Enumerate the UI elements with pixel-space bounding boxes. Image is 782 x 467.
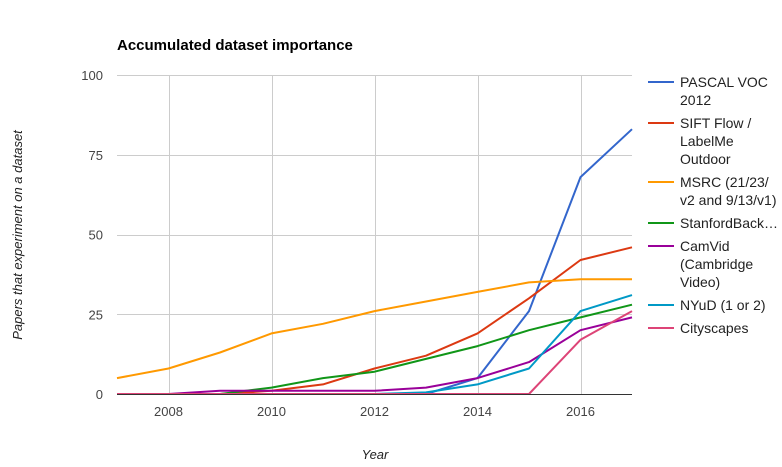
x-axis-title: Year (362, 447, 389, 462)
series-line (117, 128, 633, 395)
legend-label: Outdoor (680, 151, 731, 167)
x-tick-label: 2016 (566, 404, 595, 419)
y-axis-title: Papers that experiment on a dataset (10, 129, 25, 340)
legend-label: (Cambridge (680, 256, 753, 272)
x-tick-label: 2014 (463, 404, 492, 419)
legend-label: NYuD (1 or 2) (680, 297, 766, 313)
x-tick-label: 2010 (257, 404, 286, 419)
legend-label: LabelMe (680, 133, 734, 149)
x-tick-labels: 2008 2010 2012 2014 2016 (154, 404, 595, 419)
y-tick-labels: 0 25 50 75 100 (81, 68, 103, 402)
y-tick-label: 100 (81, 68, 103, 83)
x-tick-label: 2012 (360, 404, 389, 419)
chart-title: Accumulated dataset importance (117, 37, 353, 54)
series-lines (116, 128, 633, 395)
y-tick-label: 25 (89, 307, 103, 322)
y-tick-label: 50 (89, 228, 103, 243)
y-tick-label: 75 (89, 148, 103, 163)
legend-label: v2 and 9/13/v1) (680, 192, 777, 208)
legend-label: CamVid (680, 238, 730, 254)
legend-label: Cityscapes (680, 320, 748, 336)
legend-label: SIFT Flow / (680, 115, 751, 131)
legend-label: PASCAL VOC (680, 74, 768, 90)
legend: PASCAL VOC 2012 SIFT Flow / LabelMe Outdoor M… (648, 74, 778, 336)
legend-label: 2012 (680, 92, 711, 108)
y-tick-label: 0 (96, 387, 103, 402)
series-line (117, 316, 633, 395)
legend-label: MSRC (21/23/ (680, 174, 769, 190)
legend-label: StanfordBack… (680, 215, 778, 231)
grid-lines (117, 75, 632, 395)
series-line (117, 294, 633, 395)
series-line (117, 303, 633, 395)
series-line (116, 278, 632, 380)
legend-label: Video) (680, 274, 720, 290)
x-tick-label: 2008 (154, 404, 183, 419)
